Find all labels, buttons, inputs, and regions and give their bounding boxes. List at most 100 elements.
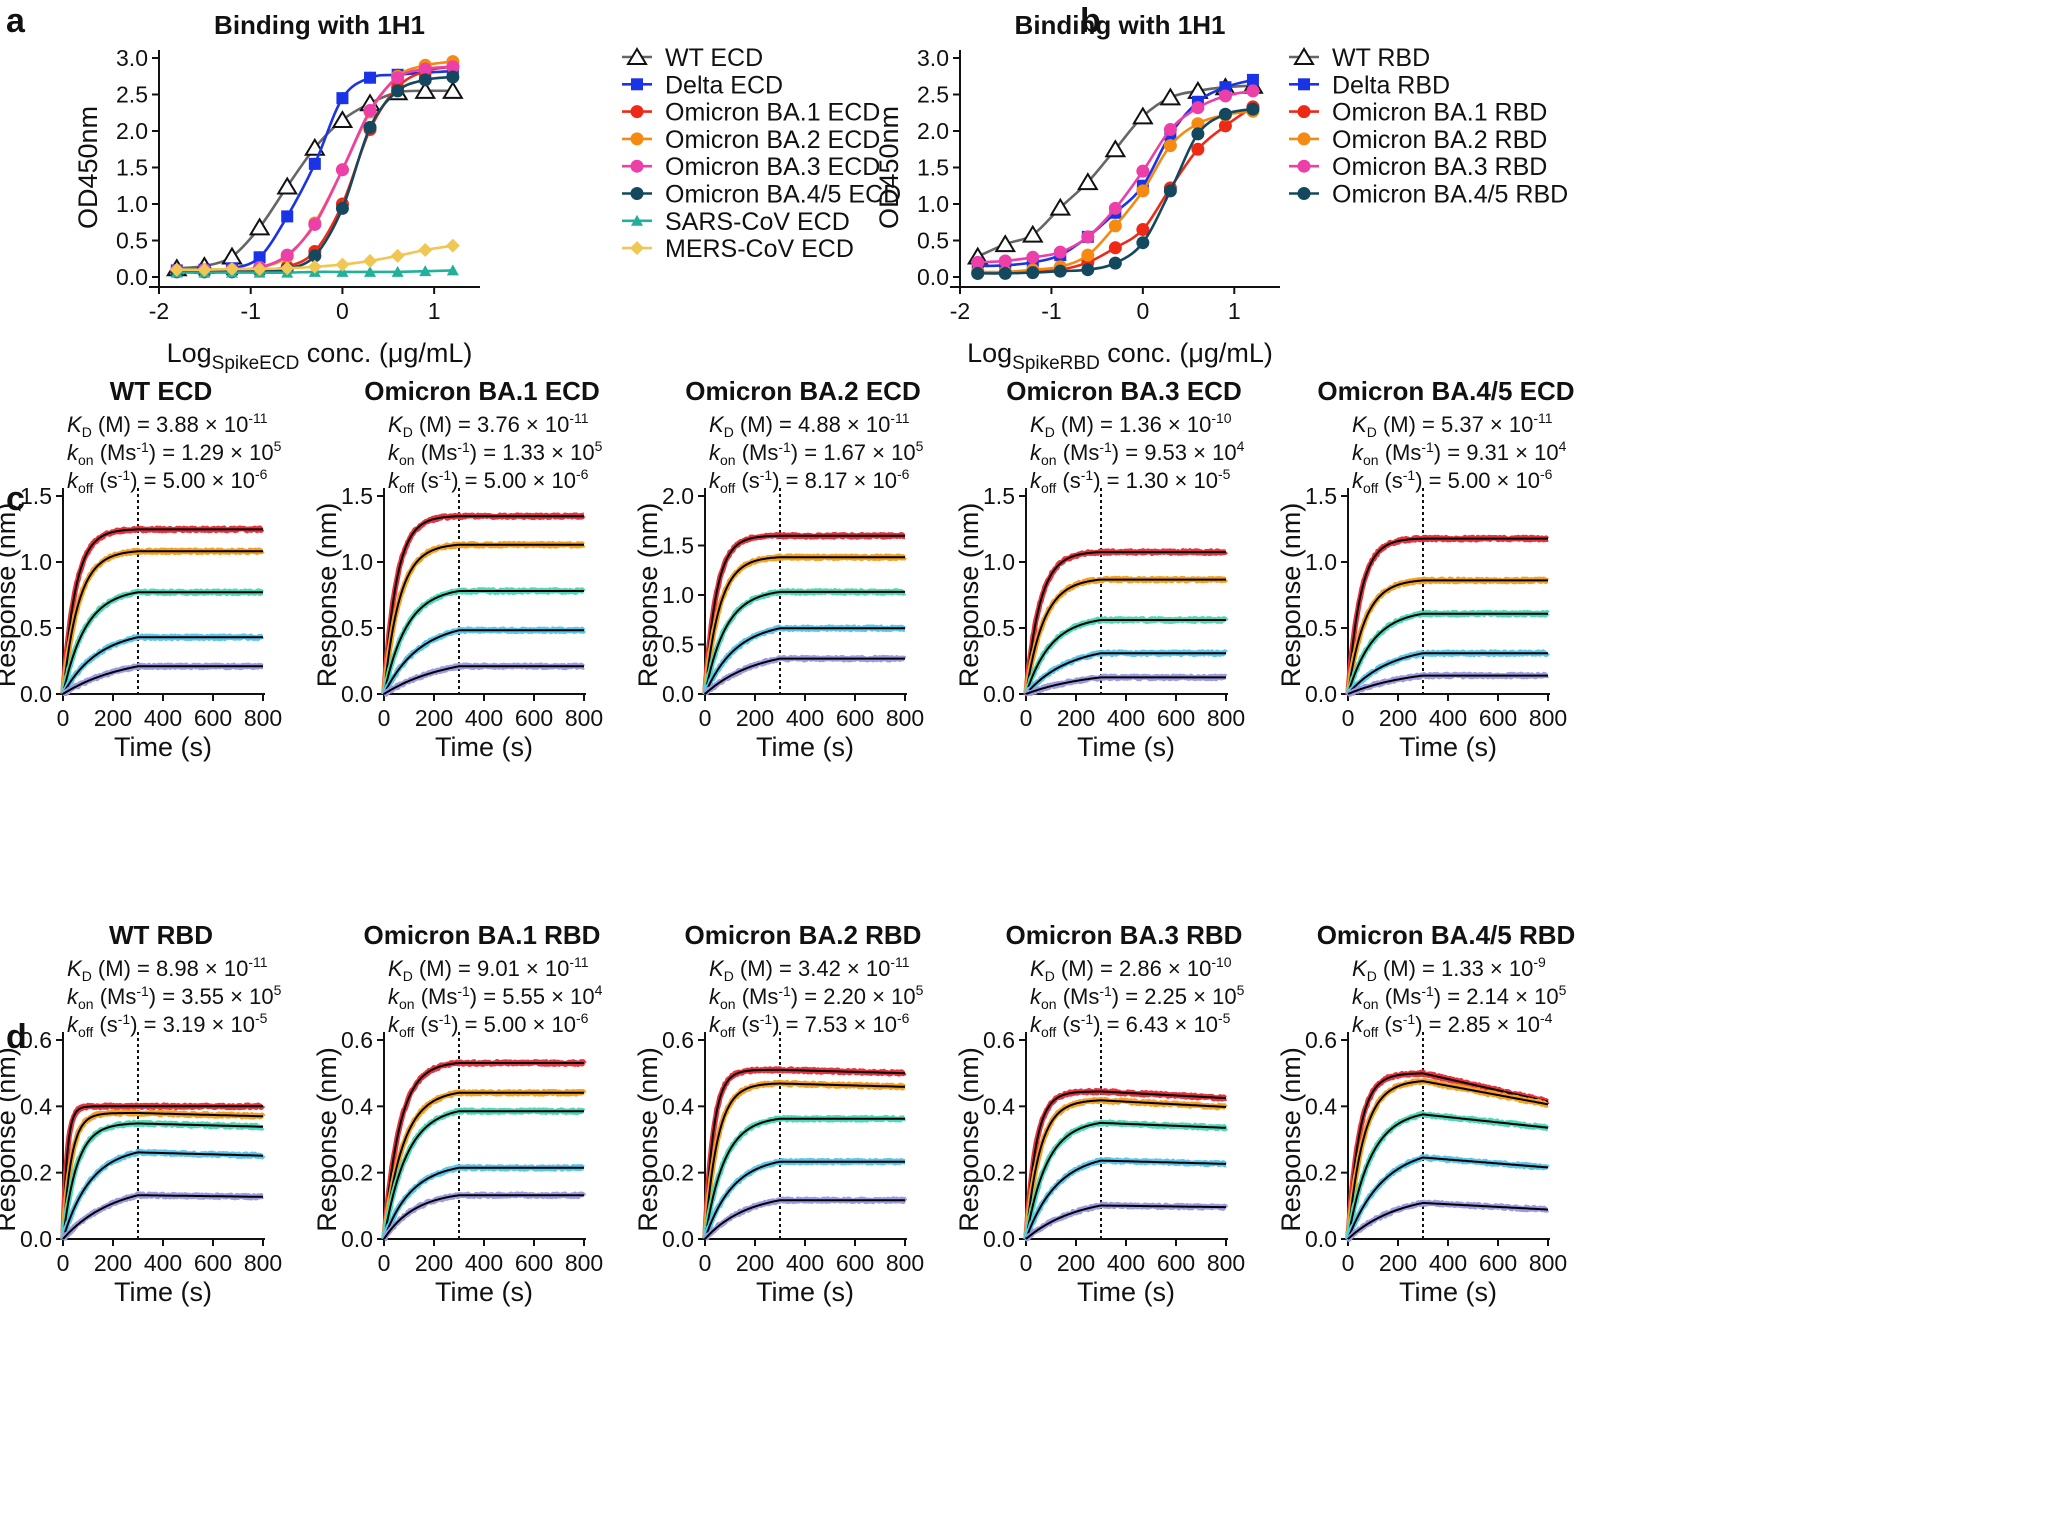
param-unit-exponent: -1 bbox=[1099, 439, 1112, 455]
kinetic-parameter-kon: kon (Ms-1) = 2.20 × 105 bbox=[709, 982, 924, 1012]
x-tick-label: 1 bbox=[428, 298, 441, 324]
fit-curve bbox=[1025, 1159, 1226, 1240]
param-exponent: -6 bbox=[897, 1010, 910, 1026]
y-tick-label: 1.0 bbox=[983, 549, 1015, 575]
param-unit: (Ms bbox=[94, 984, 137, 1009]
x-tick-label: 600 bbox=[1479, 1250, 1517, 1276]
legend-label: Omicron BA.4/5 RBD bbox=[1332, 181, 1568, 209]
param-subscript: D bbox=[403, 424, 413, 440]
param-value: 9.01 × 10 bbox=[477, 956, 569, 981]
y-tick-label: 3.0 bbox=[116, 45, 148, 71]
param-subscript: on bbox=[78, 452, 94, 468]
legend-label: Omicron BA.1 RBD bbox=[1332, 99, 1547, 127]
data-point bbox=[994, 234, 1017, 253]
x-tick-label: 800 bbox=[1207, 705, 1245, 731]
param-subscript: off bbox=[399, 480, 414, 496]
param-symbol: k bbox=[1030, 984, 1042, 1009]
param-subscript: on bbox=[1041, 452, 1057, 468]
sensorgram-trace bbox=[702, 1114, 907, 1239]
param-unit-close: ) = bbox=[1434, 440, 1466, 465]
param-unit: (M) = bbox=[1055, 956, 1119, 981]
legend-label: WT ECD bbox=[665, 44, 763, 72]
x-tick-label: 0 bbox=[1020, 1250, 1033, 1276]
legend-label: Delta ECD bbox=[665, 71, 783, 99]
data-point bbox=[197, 262, 212, 277]
chart-title: Binding with 1H1 bbox=[1015, 10, 1226, 40]
fit-curve bbox=[1347, 579, 1548, 695]
sensorgram-trace bbox=[1024, 1201, 1229, 1242]
sensorgram-trace bbox=[702, 588, 907, 695]
param-unit: (Ms bbox=[736, 440, 779, 465]
param-unit-exponent: -1 bbox=[136, 439, 149, 455]
param-exponent: -5 bbox=[1218, 466, 1231, 482]
param-exponent: 5 bbox=[274, 438, 282, 454]
x-tick-label: 600 bbox=[1157, 705, 1195, 731]
sensorgram-trace bbox=[1345, 1110, 1550, 1240]
y-tick-label: 1.0 bbox=[917, 191, 949, 217]
param-unit: (M) = bbox=[1377, 956, 1441, 981]
x-tick-label: 0 bbox=[699, 1250, 712, 1276]
series-omicron-ba-1-rbd bbox=[971, 100, 1260, 280]
param-unit: (M) = bbox=[413, 956, 477, 981]
param-unit: (s bbox=[93, 1012, 117, 1037]
fit-curve bbox=[1025, 578, 1226, 695]
fit-curve bbox=[1347, 1156, 1549, 1240]
param-value: 5.00 × 10 bbox=[484, 468, 576, 493]
kinetic-parameter-kon: kon (Ms-1) = 1.29 × 105 bbox=[67, 438, 282, 468]
kinetic-parameter-kd: KD (M) = 8.98 × 10-11 bbox=[67, 954, 268, 984]
data-point bbox=[1246, 84, 1260, 98]
param-unit-exponent: -1 bbox=[1421, 983, 1434, 999]
kinetic-parameter-kd: KD (M) = 3.76 × 10-11 bbox=[388, 410, 589, 440]
y-tick-label: 0.5 bbox=[983, 615, 1015, 641]
param-unit-exponent: -1 bbox=[1421, 439, 1434, 455]
data-point bbox=[1108, 256, 1122, 270]
x-tick-label: 800 bbox=[886, 1250, 924, 1276]
param-unit: (s bbox=[1378, 1012, 1402, 1037]
legend-label: SARS-CoV ECD bbox=[665, 208, 850, 236]
data-point bbox=[1163, 123, 1177, 137]
param-value: 3.76 × 10 bbox=[477, 412, 569, 437]
param-unit: (M) = bbox=[92, 956, 156, 981]
param-unit: (Ms bbox=[736, 984, 779, 1009]
x-tick-label: 800 bbox=[244, 1250, 282, 1276]
y-tick-label: 0.4 bbox=[1305, 1093, 1337, 1119]
param-value: 1.33 × 10 bbox=[502, 440, 594, 465]
legend-marker bbox=[1293, 47, 1315, 65]
x-axis-label-tail: conc. (μg/mL) bbox=[1100, 338, 1273, 368]
param-unit-exponent: -1 bbox=[778, 983, 791, 999]
x-tick-label: 200 bbox=[1379, 705, 1417, 731]
data-point bbox=[1191, 117, 1205, 131]
x-tick-label: -2 bbox=[950, 298, 970, 324]
param-unit: (Ms bbox=[1379, 440, 1422, 465]
data-point bbox=[248, 217, 271, 236]
param-exponent: -6 bbox=[576, 466, 589, 482]
param-subscript: off bbox=[78, 480, 93, 496]
param-unit-close: ) = bbox=[130, 468, 162, 493]
fit-curve bbox=[704, 657, 905, 695]
param-symbol: k bbox=[67, 984, 79, 1009]
param-value: 1.29 × 10 bbox=[181, 440, 273, 465]
panel-label-d: d bbox=[6, 1018, 27, 1056]
data-point bbox=[998, 254, 1012, 268]
x-tick-label: 0 bbox=[378, 705, 391, 731]
x-axis-label-tail: conc. (μg/mL) bbox=[299, 338, 472, 368]
y-tick-label: 0.2 bbox=[341, 1160, 373, 1186]
data-point bbox=[253, 251, 266, 264]
fit-curve bbox=[62, 1122, 264, 1240]
param-symbol: k bbox=[67, 468, 79, 493]
y-tick-label: 1.0 bbox=[662, 582, 694, 608]
data-point bbox=[1077, 172, 1099, 191]
param-value: 2.25 × 10 bbox=[1144, 984, 1236, 1009]
y-tick-label: 0.2 bbox=[983, 1160, 1015, 1186]
param-unit-close: ) = bbox=[451, 468, 483, 493]
param-subscript: on bbox=[399, 996, 415, 1012]
kinetic-parameter-kon: kon (Ms-1) = 3.55 × 105 bbox=[67, 982, 282, 1012]
param-unit: (s bbox=[1378, 468, 1402, 493]
kinetic-parameter-kd: KD (M) = 1.36 × 10-10 bbox=[1030, 410, 1232, 440]
legend-marker bbox=[1297, 132, 1311, 146]
series-line bbox=[176, 69, 453, 272]
sensorgram-trace bbox=[382, 1191, 587, 1242]
